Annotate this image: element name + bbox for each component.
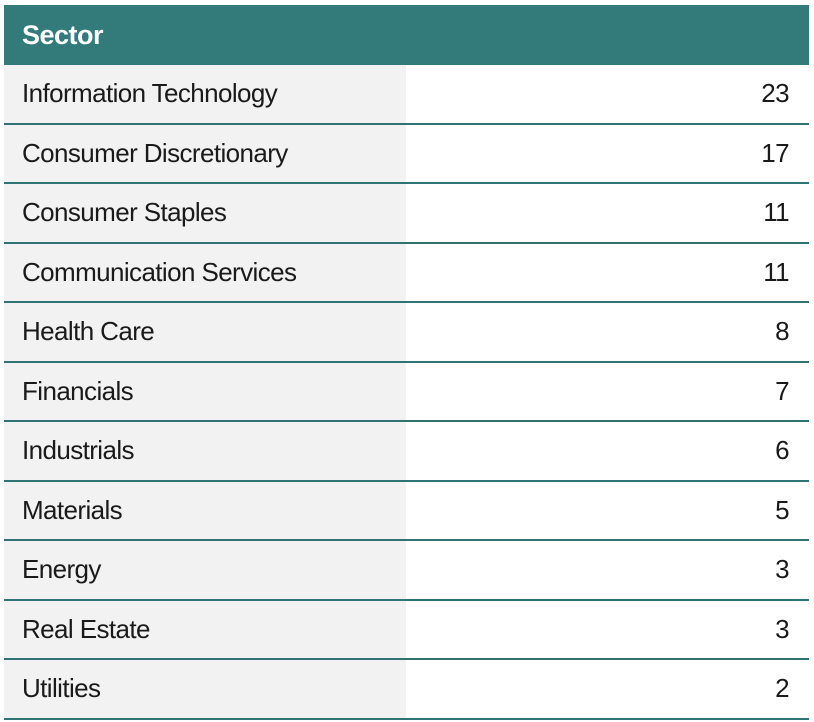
sector-value: 3 xyxy=(406,541,809,599)
sector-label: Consumer Discretionary xyxy=(4,124,406,182)
sector-value: 11 xyxy=(406,184,809,242)
table-row: Communication Services 11 xyxy=(4,243,809,303)
sector-label: Information Technology xyxy=(4,65,406,123)
sector-column-header: Sector xyxy=(22,19,104,50)
sector-label: Real Estate xyxy=(4,600,406,658)
sector-value: 11 xyxy=(406,243,809,301)
table-row: Consumer Discretionary 17 xyxy=(4,124,809,184)
table-row: Financials 7 xyxy=(4,362,809,422)
sector-label: Health Care xyxy=(4,303,406,361)
sector-label: Financials xyxy=(4,362,406,420)
table-row: Materials 5 xyxy=(4,481,809,541)
table-row: Utilities 2 xyxy=(4,660,809,720)
sector-value: 17 xyxy=(406,124,809,182)
sector-label: Utilities xyxy=(4,660,406,718)
sector-value: 7 xyxy=(406,362,809,420)
sector-table: Sector Information Technology 23 Consumer … xyxy=(4,5,809,720)
sector-value: 23 xyxy=(406,65,809,123)
sector-value: 5 xyxy=(406,481,809,539)
sector-label: Energy xyxy=(4,541,406,599)
sector-label: Industrials xyxy=(4,422,406,480)
sector-value: 6 xyxy=(406,422,809,480)
sector-label: Materials xyxy=(4,481,406,539)
table-row: Real Estate 3 xyxy=(4,600,809,660)
table-row: Energy 3 xyxy=(4,541,809,601)
table-row: Information Technology 23 xyxy=(4,65,809,125)
sector-label: Communication Services xyxy=(4,243,406,301)
sector-value: 3 xyxy=(406,600,809,658)
table-header: Sector xyxy=(4,5,809,65)
table-row: Consumer Staples 11 xyxy=(4,184,809,244)
table-row: Health Care 8 xyxy=(4,303,809,363)
sector-value: 2 xyxy=(406,660,809,718)
sector-label: Consumer Staples xyxy=(4,184,406,242)
sector-value: 8 xyxy=(406,303,809,361)
table-body: Information Technology 23 Consumer Discret… xyxy=(4,65,809,720)
table-row: Industrials 6 xyxy=(4,422,809,482)
